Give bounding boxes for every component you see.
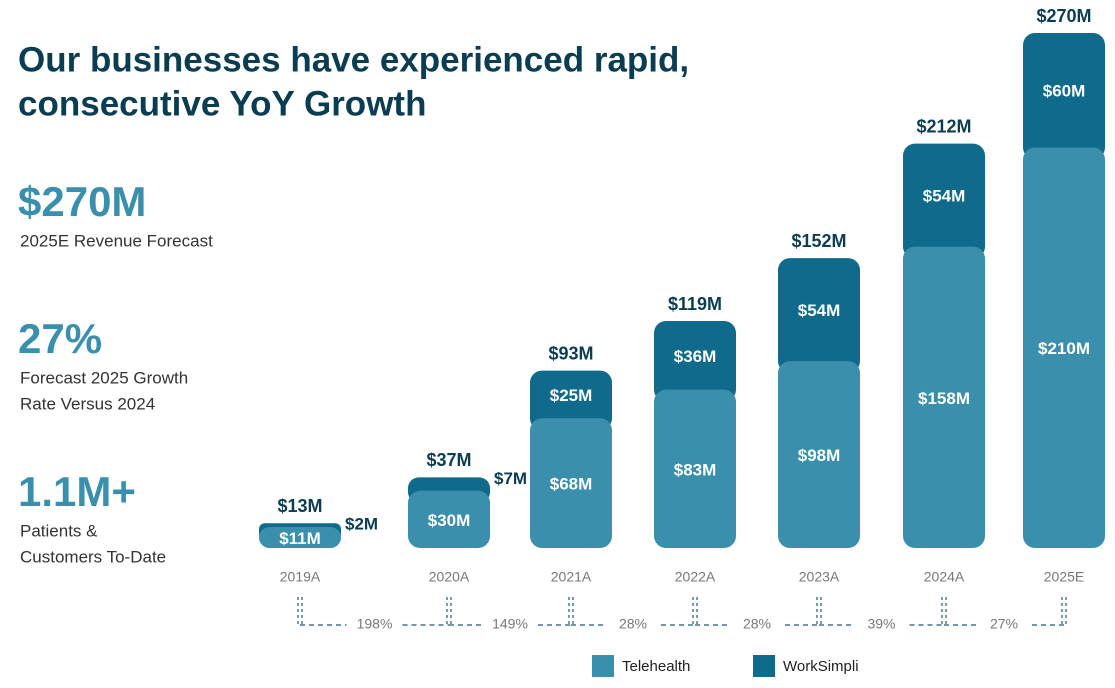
x-tick-label: 2023A xyxy=(799,569,840,585)
segment-label: $68M xyxy=(550,475,593,494)
total-label: $270M xyxy=(1036,6,1091,26)
growth-label: 149% xyxy=(492,616,528,632)
total-label: $119M xyxy=(668,294,722,314)
growth-label: 28% xyxy=(743,616,771,632)
bar-segment xyxy=(259,527,341,548)
segment-label: $7M xyxy=(494,469,527,488)
segment-label: $25M xyxy=(550,386,593,405)
x-tick-label: 2021A xyxy=(551,569,592,585)
legend-label: Telehealth xyxy=(622,658,690,675)
legend-swatch xyxy=(592,655,614,677)
segment-label: $158M xyxy=(918,389,970,408)
bar-segment xyxy=(778,258,860,374)
bar-segment xyxy=(530,370,612,431)
highlight-value: 27% xyxy=(18,315,102,362)
x-tick-label: 2025E xyxy=(1044,569,1084,585)
x-tick-label: 2020A xyxy=(429,569,470,585)
segment-label: $2M xyxy=(345,515,378,534)
total-label: $93M xyxy=(548,343,593,363)
total-label: $13M xyxy=(277,496,322,516)
segment-label: $36M xyxy=(674,347,717,366)
segment-label: $60M xyxy=(1043,82,1086,101)
bar-segment xyxy=(408,490,490,548)
bar-segment xyxy=(1023,33,1105,160)
segment-label: $83M xyxy=(674,460,717,479)
growth-label: 28% xyxy=(619,616,647,632)
legend-swatch xyxy=(753,655,775,677)
segment-label: $54M xyxy=(798,301,841,320)
bar-segment xyxy=(903,143,985,259)
highlight-value: $270M xyxy=(18,178,146,225)
segment-label: $11M xyxy=(279,529,321,548)
x-tick-label: 2022A xyxy=(675,569,716,585)
bar-segment xyxy=(1023,147,1105,548)
x-tick-label: 2019A xyxy=(280,569,321,585)
growth-label: 27% xyxy=(990,616,1018,632)
title: consecutive YoY Growth xyxy=(18,84,426,123)
bar-segment xyxy=(778,361,860,548)
highlight-label: Rate Versus 2024 xyxy=(20,394,155,413)
total-label: $212M xyxy=(916,116,971,136)
growth-label: 198% xyxy=(357,616,393,632)
title: Our businesses have experienced rapid, xyxy=(18,40,689,79)
highlight-label: Patients & xyxy=(20,521,98,540)
highlight-label: 2025E Revenue Forecast xyxy=(20,231,213,250)
legend-label: WorkSimpli xyxy=(783,658,859,675)
total-label: $37M xyxy=(426,450,471,470)
highlight-label: Forecast 2025 Growth xyxy=(20,368,188,387)
x-tick-label: 2024A xyxy=(924,569,965,585)
segment-label: $30M xyxy=(428,511,471,530)
growth-label: 39% xyxy=(867,616,895,632)
segment-label: $54M xyxy=(923,187,966,206)
bar-segment xyxy=(654,321,736,402)
segment-label: $98M xyxy=(798,446,841,465)
highlight-label: Customers To-Date xyxy=(20,547,166,566)
segment-label: $210M xyxy=(1038,339,1090,358)
total-label: $152M xyxy=(791,231,846,251)
bar-segment xyxy=(903,246,985,548)
highlight-value: 1.1M+ xyxy=(18,468,136,515)
bar-segment xyxy=(530,418,612,548)
bar-segment xyxy=(654,389,736,548)
